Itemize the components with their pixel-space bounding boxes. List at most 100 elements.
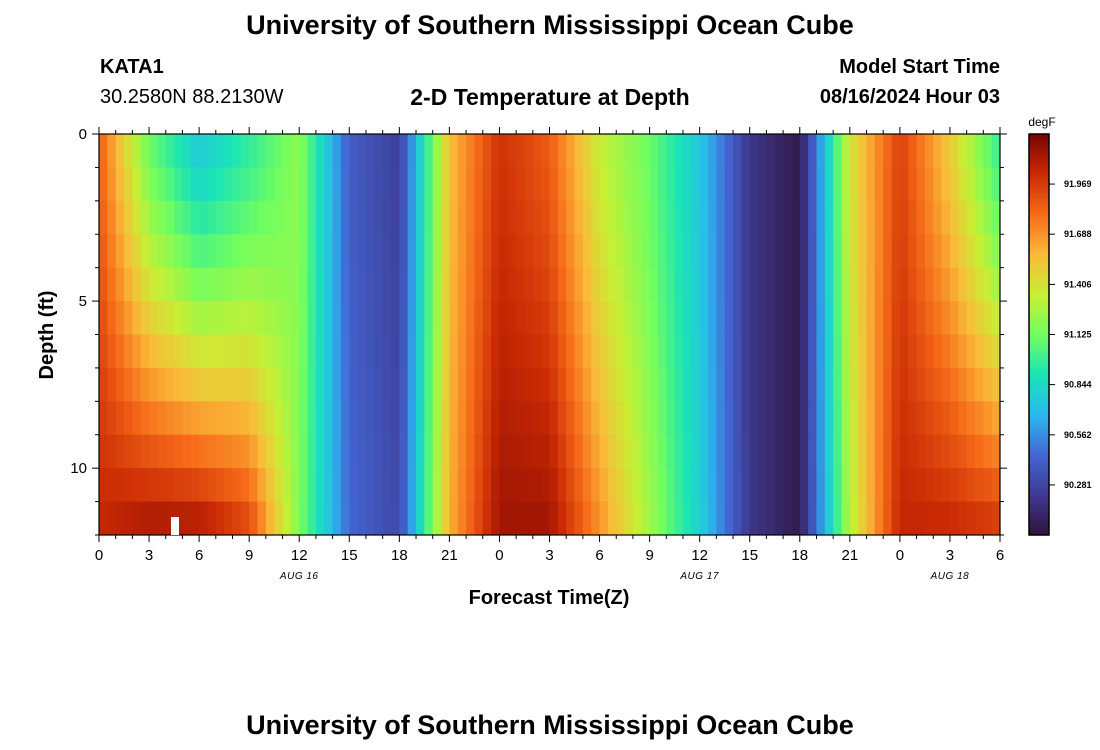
heatmap-cell: [949, 200, 959, 235]
heatmap-cell: [858, 134, 867, 168]
heatmap-cell: [958, 401, 968, 436]
heatmap-cell: [758, 434, 767, 469]
heatmap-cell: [908, 301, 917, 335]
heatmap-cell: [332, 134, 342, 168]
heatmap-cell: [666, 234, 676, 269]
heatmap-cell: [182, 501, 192, 536]
heatmap-cell: [891, 167, 901, 202]
heatmap-cell: [140, 367, 150, 402]
heatmap-cell: [666, 468, 676, 502]
x-tick-label: 15: [341, 547, 358, 564]
heatmap-cell: [582, 200, 592, 235]
heatmap-cell: [390, 167, 400, 202]
heatmap-cell: [699, 334, 709, 369]
heatmap-cell: [182, 301, 192, 335]
heatmap-cell: [265, 234, 275, 269]
heatmap-cell: [566, 367, 575, 402]
heatmap-cell: [783, 367, 792, 402]
heatmap-cell: [240, 167, 250, 202]
heatmap-cell: [699, 234, 709, 269]
heatmap-cell: [107, 267, 117, 302]
heatmap-cell: [274, 167, 283, 202]
heatmap-cell: [716, 401, 726, 436]
heatmap-cell: [632, 267, 642, 302]
heatmap-cell: [340, 234, 350, 269]
heatmap-cell: [783, 401, 792, 436]
heatmap-cell: [424, 367, 434, 402]
heatmap-cell: [382, 468, 392, 502]
heatmap-cell: [491, 468, 500, 502]
heatmap-cell: [808, 234, 817, 269]
heatmap-cell: [833, 301, 842, 335]
heatmap-cell: [958, 501, 968, 536]
heatmap-cell: [199, 301, 208, 335]
heatmap-cell: [466, 200, 475, 235]
heatmap-cell: [733, 234, 742, 269]
x-tick-label: 9: [645, 547, 653, 564]
heatmap-cell: [407, 501, 417, 536]
heatmap-cell: [991, 200, 1001, 235]
heatmap-cell: [124, 234, 133, 269]
heatmap-cell: [607, 134, 617, 168]
heatmap-cell: [716, 334, 726, 369]
heatmap-cell: [482, 234, 492, 269]
heatmap-cell: [591, 301, 600, 335]
heatmap-cell: [207, 134, 217, 168]
heatmap-cell: [299, 134, 308, 168]
heatmap-cell: [541, 267, 550, 302]
heatmap-cell: [949, 468, 959, 502]
heatmap-cell: [399, 401, 409, 436]
heatmap-cell: [691, 334, 701, 369]
heatmap-cell: [649, 234, 659, 269]
heatmap-cell: [574, 434, 584, 469]
heatmap-cell: [416, 301, 425, 335]
heatmap-cell: [574, 234, 584, 269]
heatmap-cell: [441, 367, 450, 402]
heatmap-cell: [733, 434, 742, 469]
heatmap-cell: [432, 334, 442, 369]
heatmap-cell: [616, 468, 625, 502]
heatmap-cell: [466, 301, 475, 335]
heatmap-cell: [624, 267, 634, 302]
heatmap-cell: [257, 434, 267, 469]
heatmap-cell: [374, 401, 384, 436]
heatmap-cell: [582, 334, 592, 369]
model-start-value: 08/16/2024 Hour 03: [819, 86, 1000, 108]
heatmap-cell: [858, 367, 867, 402]
heatmap-cell: [958, 167, 968, 202]
heatmap-cell: [632, 367, 642, 402]
heatmap-cell: [165, 501, 175, 536]
heatmap-cell: [466, 367, 475, 402]
heatmap-cell: [182, 468, 192, 502]
heatmap-cell: [933, 501, 942, 536]
heatmap-cell: [899, 134, 909, 168]
heatmap-cell: [265, 334, 275, 369]
heatmap-cell: [632, 167, 642, 202]
heatmap-cell: [541, 134, 550, 168]
heatmap-cell: [524, 434, 534, 469]
heatmap-cell: [816, 334, 826, 369]
heatmap-cell: [974, 267, 984, 302]
heatmap-cell: [874, 167, 884, 202]
heatmap-cell: [232, 200, 242, 235]
heatmap-cell: [99, 134, 108, 168]
heatmap-cell: [382, 401, 392, 436]
heatmap-cell: [941, 334, 951, 369]
heatmap-cell: [299, 468, 308, 502]
heatmap-cell: [974, 200, 984, 235]
heatmap-cell: [507, 401, 517, 436]
heatmap-cell: [132, 200, 142, 235]
heatmap-cell: [557, 468, 567, 502]
heatmap-cell: [265, 167, 275, 202]
heatmap-cell: [924, 434, 934, 469]
heatmap-cell: [816, 234, 826, 269]
heatmap-cell: [849, 334, 859, 369]
heatmap-cell: [724, 234, 734, 269]
heatmap-cell: [107, 301, 117, 335]
heatmap-cell: [282, 334, 292, 369]
heatmap-cell: [833, 434, 842, 469]
x-axis: 0 3 6 9 12 15 18 21 0 3 6 9 12 15 18 21 0 3 6 AUG 16 AUG 17 A…: [95, 127, 1004, 582]
heatmap-cell: [874, 501, 884, 536]
heatmap-cell: [124, 200, 133, 235]
heatmap-cell: [174, 301, 183, 335]
